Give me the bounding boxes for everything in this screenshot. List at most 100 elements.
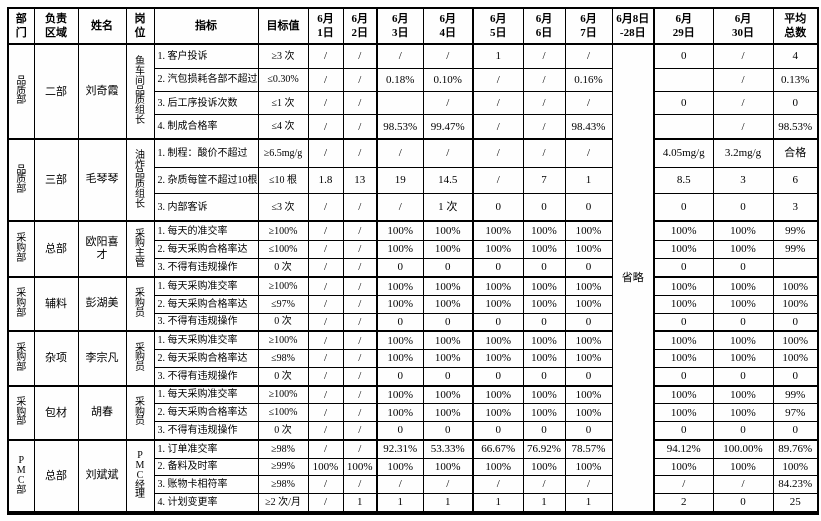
column-header: 6月 30日: [712, 7, 774, 45]
dept-cell: 采购部: [7, 220, 35, 278]
average-cell: 合格: [772, 138, 819, 168]
day-value-cell: 92.31%: [376, 438, 424, 459]
day-value-cell: 0: [472, 366, 524, 387]
dept-cell-text: 品质部: [16, 164, 27, 196]
position-cell-text: PMC经理: [135, 450, 145, 501]
day-value-cell: 100%: [422, 276, 474, 296]
column-header: 目标值: [257, 7, 309, 45]
target-cell: ≥98%: [257, 475, 309, 494]
dept-cell: 采购部: [7, 330, 35, 387]
column-header: 6月 2日: [342, 7, 378, 45]
table-row: 3. 不得有违规操作 0 次 //0 0 0 0 0 0 0: [8, 257, 819, 278]
day30-value-cell: /: [712, 475, 774, 494]
day-value-cell: 0: [522, 193, 566, 222]
target-cell: ≥2 次/月: [257, 492, 309, 514]
day-value-cell: /: [342, 438, 378, 459]
column-header: 岗 位: [125, 7, 155, 45]
day-value-cell: /: [564, 475, 613, 494]
table-row: 品质部 二部 刘奇霞 鱼车间品质组长 1. 客户投诉 ≥3 次 / / //1// 省略 0/4: [7, 42, 819, 514]
name-cell: 欧阳喜才: [77, 220, 127, 278]
target-cell: 0 次: [257, 366, 309, 387]
day-value-cell: /: [342, 349, 378, 368]
table-row: 3. 不得有违规操作 0 次 //0 0 0 0 0 0 0 0: [8, 366, 819, 387]
day-value-cell: /: [342, 239, 378, 259]
day-value-cell: /: [564, 42, 613, 69]
day-value-cell: 1: [472, 42, 524, 69]
position-cell: 采购员: [125, 276, 155, 332]
average-cell: 4: [772, 42, 819, 69]
day-value-cell: /: [376, 42, 424, 69]
day29-value-cell: 94.12%: [653, 438, 714, 459]
day29-value-cell: 100%: [653, 457, 714, 477]
day-value-cell: /: [342, 257, 378, 278]
day30-value-cell: 100%: [712, 403, 774, 422]
day-value-cell: 98.53%: [376, 114, 424, 140]
table-row: 2. 每天采购合格率达 ≤98% //100% 100% 100% 100% 100% 100…: [8, 349, 819, 368]
day-value-cell: 0: [422, 366, 474, 387]
column-header: 部 门: [7, 7, 35, 45]
day-value-cell: 100%: [376, 403, 424, 422]
day-value-cell: 100%: [422, 330, 474, 351]
dept-cell-text: 采购部: [16, 342, 27, 374]
area-cell: 三部: [33, 138, 79, 222]
day-value-cell: /: [422, 42, 474, 69]
day-value-cell: 100%: [564, 220, 613, 241]
day-value-cell: /: [522, 91, 566, 116]
day29-value-cell: 100%: [653, 330, 714, 351]
table-row: 采购部 杂项 李宗凡 采购员 1. 每天采购准交率 ≥100% //100% 100% 100%…: [7, 330, 819, 387]
day-value-cell: /: [307, 403, 344, 422]
day29-value-cell: 0: [653, 312, 714, 332]
kpi-table: 部 门负责 区域 姓名岗 位指标 目标值 6月 1日 6月 2日 6月 3日 6月 4日 6月…: [7, 7, 819, 515]
average-cell: 6: [772, 166, 819, 195]
indicator-cell: 3. 后工序投诉次数: [153, 91, 259, 116]
target-cell: ≥100%: [257, 276, 309, 296]
target-cell: ≤10 根: [257, 166, 309, 195]
day29-value-cell: 100%: [653, 220, 714, 241]
average-cell: 0: [772, 420, 819, 441]
day-value-cell: /: [307, 349, 344, 368]
dept-cell-text: 采购部: [16, 396, 27, 428]
day-value-cell: 0: [564, 193, 613, 222]
day30-value-cell: /: [712, 91, 774, 116]
column-header: 6月 6日: [522, 7, 566, 45]
day-value-cell: 100%: [472, 457, 524, 477]
average-cell: 0.13%: [772, 67, 819, 93]
indicator-cell: 2. 每天采购合格率达: [153, 239, 259, 259]
day-value-cell: 100%: [522, 239, 566, 259]
day-value-cell: 66.67%: [472, 438, 524, 459]
day-value-cell: /: [342, 67, 378, 93]
dept-cell: PMC部: [7, 438, 35, 514]
average-cell: 89.76%: [772, 438, 819, 459]
day-value-cell: 0: [522, 257, 566, 278]
position-cell: PMC经理: [125, 438, 155, 514]
day30-value-cell: 100%: [712, 384, 774, 405]
day-value-cell: /: [422, 91, 474, 116]
day-value-cell: /: [342, 220, 378, 241]
day-value-cell: /: [307, 220, 344, 241]
day-value-cell: 100%: [522, 276, 566, 296]
day-value-cell: 0: [564, 420, 613, 441]
dept-cell: 采购部: [7, 384, 35, 441]
day-value-cell: /: [307, 138, 344, 168]
day-value-cell: 7: [522, 166, 566, 195]
indicator-cell: 1. 每天采购准交率: [153, 384, 259, 405]
table-body: 品质部 二部 刘奇霞 鱼车间品质组长 1. 客户投诉 ≥3 次 / / //1// 省略 0/4 2.…: [7, 42, 819, 514]
day-value-cell: 100%: [522, 349, 566, 368]
average-cell: 100%: [772, 457, 819, 477]
position-cell-text: 油炸品质组长: [135, 149, 145, 210]
day-value-cell: 100%: [472, 294, 524, 314]
day-value-cell: /: [307, 67, 344, 93]
average-cell: 0: [772, 91, 819, 116]
day-value-cell: 100%: [376, 384, 424, 405]
target-cell: ≤1 次: [257, 91, 309, 116]
indicator-cell: 3. 不得有违规操作: [153, 420, 259, 441]
day30-value-cell: 100%: [712, 457, 774, 477]
day29-value-cell: 0: [653, 193, 714, 222]
day-value-cell: 100%: [522, 457, 566, 477]
day-value-cell: /: [307, 114, 344, 140]
average-cell: 99%: [772, 384, 819, 405]
day30-value-cell: /: [712, 67, 774, 93]
table-row: 采购部 总部 欧阳喜才 采购主管 1. 每天的准交率 ≥100% //100% 100% 100…: [7, 220, 819, 278]
target-cell: ≥98%: [257, 438, 309, 459]
average-cell: 97%: [772, 403, 819, 422]
